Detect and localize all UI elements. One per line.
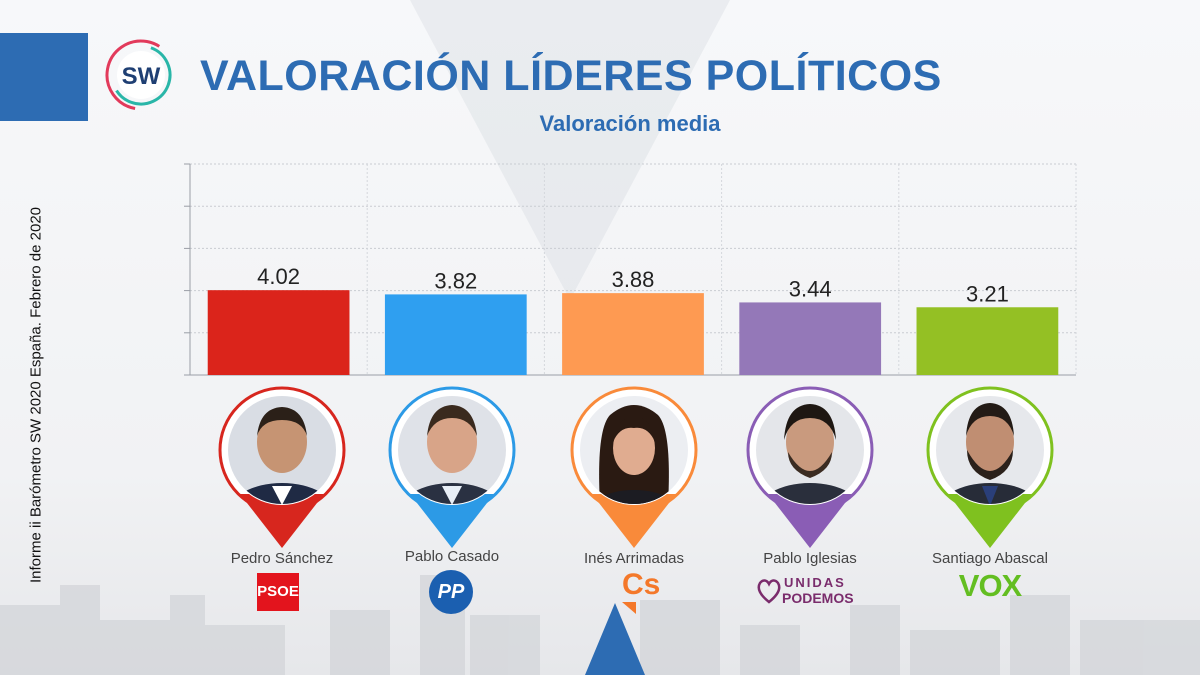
bar-2 bbox=[562, 293, 704, 375]
leader-name-santiago-abascal: Santiago Abascal bbox=[932, 550, 1048, 567]
bar-1 bbox=[384, 294, 527, 375]
value-label-0: 4.02 bbox=[257, 264, 300, 289]
podemos-heart-icon bbox=[757, 579, 781, 604]
chart-subtitle: Valoración media bbox=[539, 111, 721, 136]
podemos-logo-line1: UNIDAS bbox=[784, 575, 846, 590]
cs-logo-arrow bbox=[622, 602, 636, 614]
page-title: VALORACIÓN LÍDERES POLÍTICOS bbox=[200, 52, 942, 100]
leader-name-ines-arrimadas: Inés Arrimadas bbox=[583, 550, 685, 567]
bar-0 bbox=[207, 290, 350, 375]
value-label-1: 3.82 bbox=[434, 268, 477, 293]
podemos-logo-line2: PODEMOS bbox=[782, 590, 854, 606]
leader-name-pedro-sanchez: Pedro Sánchez bbox=[230, 550, 334, 567]
value-label-4: 3.21 bbox=[966, 281, 1009, 306]
chart-value-labels: 4.02 3.82 3.88 3.44 3.21 bbox=[257, 264, 1009, 306]
pin-pedro-sanchez bbox=[218, 386, 346, 548]
bottom-triangle bbox=[585, 603, 645, 675]
value-label-2: 3.88 bbox=[612, 267, 655, 292]
pin-pablo-iglesias bbox=[746, 386, 874, 548]
leader-photo-ines-arrimadas bbox=[580, 396, 688, 504]
cs-logo: Cs bbox=[622, 568, 661, 601]
pp-logo: PP bbox=[429, 570, 473, 614]
background-v-shape bbox=[410, 0, 730, 300]
pin-pablo-casado bbox=[388, 386, 516, 548]
leader-name-pablo-casado: Pablo Casado bbox=[404, 548, 500, 565]
leader-name-pablo-iglesias: Pablo Iglesias bbox=[763, 550, 857, 567]
brand-square bbox=[0, 33, 88, 121]
bar-3 bbox=[739, 302, 882, 375]
pin-ines-arrimadas bbox=[570, 386, 698, 548]
chart-bars bbox=[207, 290, 1059, 375]
sw-logo: SW bbox=[105, 39, 177, 111]
bar-4 bbox=[916, 307, 1059, 375]
vox-logo: VOX bbox=[958, 568, 1022, 603]
value-label-3: 3.44 bbox=[789, 276, 832, 301]
psoe-logo: PSOE bbox=[257, 573, 299, 611]
pin-santiago-abascal bbox=[926, 386, 1054, 548]
logo-text: SW bbox=[122, 63, 161, 90]
